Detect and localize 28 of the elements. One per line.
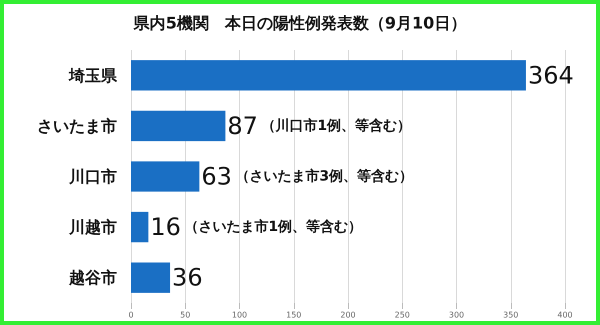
x-tick-label: 50 — [180, 310, 190, 320]
x-tick-label: 200 — [340, 310, 356, 320]
y-tick-label: さいたま市 — [37, 116, 117, 136]
y-tick-label: 川口市 — [68, 167, 117, 186]
annotation: （さいたま市3例、等含む） — [235, 168, 414, 184]
annotation: （さいたま市1例、等含む） — [184, 218, 362, 236]
y-tick-label: 越谷市 — [68, 268, 117, 288]
bar — [131, 212, 148, 242]
data-label: 63 — [201, 162, 232, 190]
x-tick-label: 300 — [448, 310, 464, 320]
annotation: （川口市1例、等含む） — [261, 116, 412, 134]
data-label: 87 — [227, 112, 258, 140]
x-tick-label: 0 — [128, 310, 134, 320]
x-tick-label: 350 — [503, 310, 518, 320]
chart-title: 県内5機関 本日の陽性例発表数（9月10日） — [132, 14, 466, 32]
data-label: 364 — [528, 61, 574, 90]
x-tick-label: 100 — [232, 310, 248, 320]
bar — [131, 262, 170, 293]
y-tick-label: 川越市 — [68, 218, 117, 237]
bar — [131, 110, 226, 142]
data-label: 36 — [172, 264, 203, 292]
data-label: 16 — [150, 213, 181, 242]
x-tick-label: 250 — [394, 310, 410, 320]
bar — [131, 60, 526, 90]
x-tick-label: 150 — [286, 310, 302, 320]
bar — [131, 161, 200, 192]
x-tick-label: 400 — [557, 310, 573, 320]
y-tick-label: 埼玉県 — [68, 66, 118, 85]
